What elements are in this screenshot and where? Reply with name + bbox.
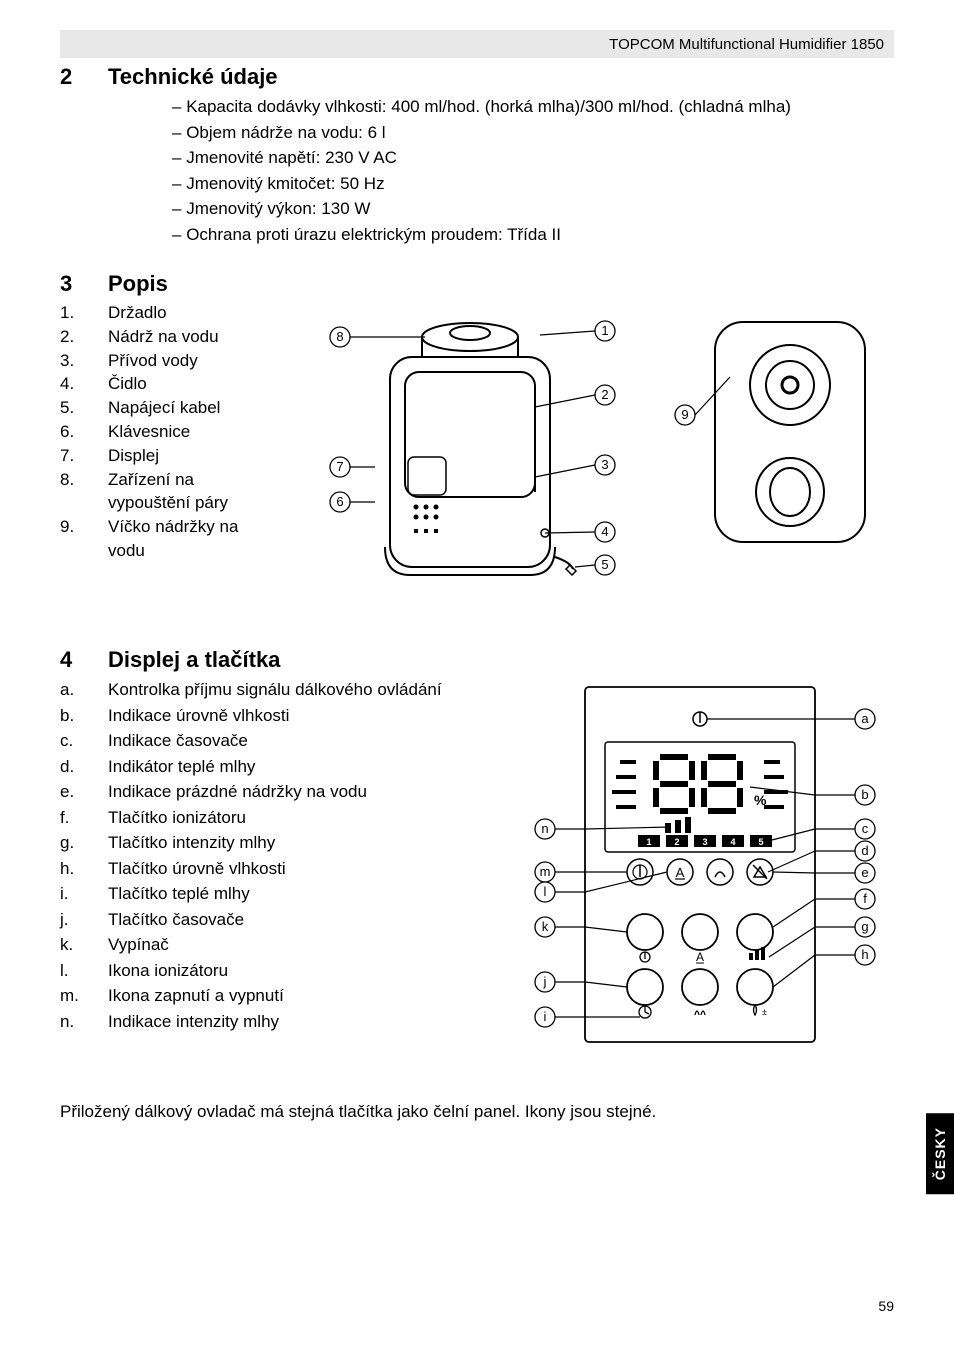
- part-item: 7.Displej: [60, 444, 290, 468]
- display-item: c.Indikace časovače: [60, 728, 490, 754]
- spec-item: Objem nádrže na vodu: 6 l: [190, 120, 894, 146]
- language-tab: ČESKY: [926, 1113, 954, 1194]
- svg-text:d: d: [861, 843, 868, 858]
- svg-text:2: 2: [601, 387, 608, 402]
- part-item: 3.Přívod vody: [60, 349, 290, 373]
- display-item: k.Vypínač: [60, 932, 490, 958]
- section-2-list: Kapacita dodávky vlhkosti: 400 ml/hod. (…: [190, 94, 894, 247]
- part-item: 5.Napájecí kabel: [60, 396, 290, 420]
- spec-item: Jmenovitý výkon: 130 W: [190, 196, 894, 222]
- display-item: m.Ikona zapnutí a vypnutí: [60, 983, 490, 1009]
- display-item: h.Tlačítko úrovně vlhkosti: [60, 856, 490, 882]
- display-item: f.Tlačítko ionizátoru: [60, 805, 490, 831]
- svg-text:9: 9: [681, 407, 688, 422]
- section-3-list: 1.Držadlo2.Nádrž na vodu3.Přívod vody4.Č…: [60, 301, 290, 563]
- part-item: 1.Držadlo: [60, 301, 290, 325]
- spec-item: Jmenovité napětí: 230 V AC: [190, 145, 894, 171]
- section-4-diagram: % 12345 A: [510, 677, 894, 1062]
- svg-text:1: 1: [601, 323, 608, 338]
- section-4-heading: Displej a tlačítka: [108, 647, 280, 673]
- part-item: 6.Klávesnice: [60, 420, 290, 444]
- svg-text:5: 5: [601, 557, 608, 572]
- display-item: e.Indikace prázdné nádržky na vodu: [60, 779, 490, 805]
- svg-text:g: g: [861, 919, 868, 934]
- display-item: j.Tlačítko časovače: [60, 907, 490, 933]
- humidifier-front-diagram: 1 2 3 4 5 6 7 8: [310, 307, 640, 597]
- display-item: g.Tlačítko intenzity mlhy: [60, 830, 490, 856]
- display-panel-diagram: % 12345 A: [510, 677, 890, 1057]
- svg-text:8: 8: [336, 329, 343, 344]
- part-item: 8.Zařízení na vypouštění páry: [60, 468, 290, 516]
- svg-text:4: 4: [601, 524, 608, 539]
- section-2-heading: Technické údaje: [108, 64, 278, 90]
- display-item: d.Indikátor teplé mlhy: [60, 754, 490, 780]
- display-item: a.Kontrolka příjmu signálu dálkového ovl…: [60, 677, 490, 703]
- page-number: 59: [878, 1298, 894, 1314]
- svg-text:3: 3: [601, 457, 608, 472]
- svg-text:A: A: [676, 865, 685, 880]
- svg-text:f: f: [863, 891, 867, 906]
- svg-text:2: 2: [674, 837, 679, 847]
- section-2-title: 2 Technické údaje: [60, 64, 894, 90]
- section-3-heading: Popis: [108, 271, 168, 297]
- svg-text:l: l: [544, 884, 547, 899]
- svg-text:j: j: [543, 974, 547, 989]
- svg-text:i: i: [544, 1009, 547, 1024]
- section-4-list: a.Kontrolka příjmu signálu dálkového ovl…: [60, 677, 490, 1034]
- part-item: 9.Víčko nádržky na vodu: [60, 515, 290, 563]
- section-2-num: 2: [60, 64, 108, 90]
- svg-text:n: n: [541, 821, 548, 836]
- svg-text:a: a: [861, 711, 869, 726]
- svg-text:3: 3: [702, 837, 707, 847]
- svg-text:e: e: [861, 865, 868, 880]
- section-3-num: 3: [60, 271, 108, 297]
- spec-item: Kapacita dodávky vlhkosti: 400 ml/hod. (…: [190, 94, 894, 120]
- svg-text:h: h: [861, 947, 868, 962]
- header-bar: TOPCOM Multifunctional Humidifier 1850: [60, 30, 894, 58]
- humidifier-bottom-diagram: 9: [670, 307, 880, 557]
- footer-text: Přiložený dálkový ovladač má stejná tlač…: [60, 1102, 894, 1122]
- svg-text:k: k: [542, 919, 549, 934]
- svg-text:±: ±: [762, 1007, 767, 1017]
- display-item: b.Indikace úrovně vlhkosti: [60, 703, 490, 729]
- part-item: 2.Nádrž na vodu: [60, 325, 290, 349]
- section-4-title: 4 Displej a tlačítka: [60, 647, 894, 673]
- part-item: 4.Čidlo: [60, 372, 290, 396]
- display-item: i.Tlačítko teplé mlhy: [60, 881, 490, 907]
- svg-text:7: 7: [336, 459, 343, 474]
- spec-item: Jmenovitý kmitočet: 50 Hz: [190, 171, 894, 197]
- svg-text:5: 5: [758, 837, 763, 847]
- svg-text:1: 1: [646, 837, 651, 847]
- display-item: l.Ikona ionizátoru: [60, 958, 490, 984]
- svg-text:c: c: [862, 821, 869, 836]
- svg-text:4: 4: [730, 837, 735, 847]
- svg-text:A: A: [696, 950, 704, 964]
- svg-text:b: b: [861, 787, 868, 802]
- display-item: n.Indikace intenzity mlhy: [60, 1009, 490, 1035]
- svg-text:6: 6: [336, 494, 343, 509]
- section-3-title: 3 Popis: [60, 271, 894, 297]
- header-text: TOPCOM Multifunctional Humidifier 1850: [609, 36, 884, 53]
- section-3-diagram: 1 2 3 4 5 6 7 8 9: [310, 307, 894, 597]
- section-4-num: 4: [60, 647, 108, 673]
- svg-text:m: m: [540, 864, 551, 879]
- spec-item: Ochrana proti úrazu elektrickým proudem:…: [190, 222, 894, 248]
